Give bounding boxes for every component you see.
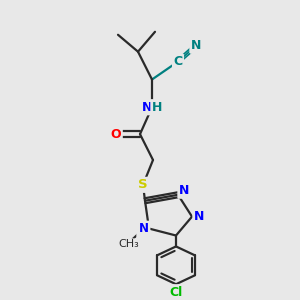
- Text: N: N: [139, 222, 149, 235]
- Text: N: N: [142, 101, 152, 114]
- Text: S: S: [138, 178, 148, 191]
- Text: Cl: Cl: [169, 286, 183, 299]
- Text: N: N: [194, 210, 204, 223]
- Text: C: C: [173, 55, 183, 68]
- Text: N: N: [179, 184, 189, 197]
- Text: H: H: [152, 101, 162, 114]
- Text: N: N: [191, 39, 201, 52]
- Text: O: O: [111, 128, 121, 141]
- Text: N: N: [138, 224, 148, 237]
- Text: CH₃: CH₃: [118, 239, 140, 250]
